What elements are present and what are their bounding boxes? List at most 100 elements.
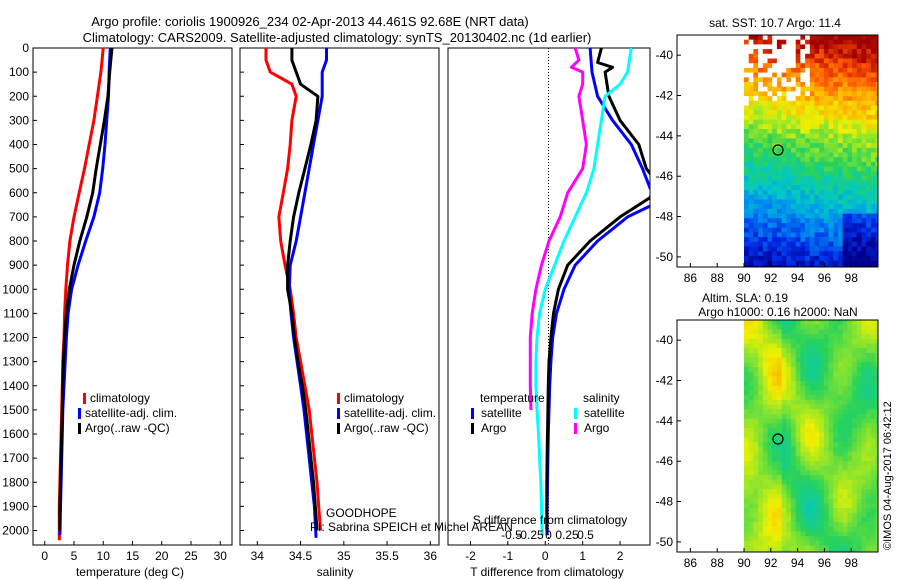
map-cell (753, 414, 759, 419)
map-cell (800, 484, 806, 490)
map-cell (819, 119, 825, 125)
map-cell (795, 385, 801, 391)
map-cell (776, 53, 782, 59)
map-cell (847, 63, 853, 69)
map-cell (833, 451, 839, 457)
map-cell (786, 395, 792, 401)
map-cell (875, 39, 878, 45)
map-cell (861, 409, 867, 415)
map-cell (823, 114, 829, 120)
map-cell (758, 409, 764, 415)
map-cell (861, 465, 867, 471)
map-cell (866, 446, 872, 452)
map-cell (748, 194, 754, 200)
map-cell (776, 334, 782, 340)
map-cell (838, 35, 843, 40)
map-cell (823, 161, 829, 167)
map-cell (791, 124, 796, 130)
map-cell (776, 208, 782, 214)
map-cell (758, 119, 764, 125)
map-cell (814, 432, 820, 438)
map-cell (842, 531, 848, 537)
x-tick-label: 35 (337, 549, 351, 563)
map-cell (762, 246, 768, 252)
map-cell (758, 129, 764, 134)
map-cell (791, 147, 796, 153)
map-cell (809, 63, 815, 69)
map-cell (856, 105, 862, 111)
map-cell (762, 371, 768, 377)
legend-label-argo: Argo(..raw -QC) (85, 421, 170, 435)
map-cell (758, 395, 764, 401)
map-cell (762, 39, 768, 45)
map-cell (833, 362, 839, 368)
map-cell (814, 223, 820, 228)
map-cell (875, 371, 878, 377)
difference-panel: -2 -1 0 1 2 T difference from climatology S … (447, 47, 651, 579)
map-cell (833, 190, 839, 196)
map-cell (805, 49, 811, 55)
map-cell (842, 409, 848, 415)
map-cell (875, 484, 878, 490)
map-cell (861, 255, 867, 261)
map-cell (753, 357, 759, 363)
map-cell (838, 227, 843, 233)
map-cell (748, 508, 754, 513)
map-cell (753, 185, 759, 191)
map-cell (748, 437, 754, 443)
map-cell (842, 451, 848, 457)
map-cell (748, 58, 754, 64)
map-cell (753, 39, 759, 45)
map-cell (819, 157, 825, 163)
map-cell (800, 77, 806, 83)
map-cell (758, 218, 764, 224)
map-cell (842, 329, 848, 335)
map-cell (828, 508, 834, 513)
map-cell (842, 67, 848, 73)
map-cell (786, 418, 792, 424)
map-cell (828, 129, 834, 134)
map-cell (791, 194, 796, 200)
lat-tick-label: -40 (656, 333, 674, 347)
map-cell (776, 385, 782, 391)
map-cell (814, 470, 820, 476)
map-cell (847, 180, 853, 186)
map-cell (838, 190, 843, 196)
map-cell (795, 456, 801, 462)
map-cell (758, 461, 764, 466)
map-cell (823, 152, 829, 158)
map-cell (748, 190, 754, 196)
map-cell (795, 265, 801, 267)
map-cell (861, 428, 867, 434)
map-cell (823, 213, 829, 219)
map-cell (767, 465, 773, 471)
map-cell (762, 82, 768, 87)
map-cell (856, 265, 862, 267)
map-cell (776, 376, 782, 382)
map-cell (814, 129, 820, 134)
map-cell (838, 72, 843, 78)
map-cell (776, 324, 782, 330)
map-cell (875, 223, 878, 228)
map-cell (795, 260, 801, 266)
map-cell (828, 498, 834, 504)
map-cell (866, 63, 872, 69)
map-cell (758, 185, 764, 191)
map-cell (823, 371, 829, 377)
map-cell (781, 461, 787, 466)
map-cell (828, 531, 834, 537)
map-cell (786, 246, 792, 252)
map-cell (809, 44, 815, 50)
map-cell (767, 338, 773, 344)
map-cell (758, 72, 764, 78)
map-cell (856, 423, 862, 429)
map-cell (856, 237, 862, 243)
map-cell (767, 399, 773, 405)
map-cell (833, 166, 839, 172)
map-cell (748, 442, 754, 448)
map-cell (838, 124, 843, 130)
map-cell (776, 390, 782, 396)
map-cell (800, 451, 806, 457)
map-cell (828, 409, 834, 415)
map-cell (838, 143, 843, 149)
